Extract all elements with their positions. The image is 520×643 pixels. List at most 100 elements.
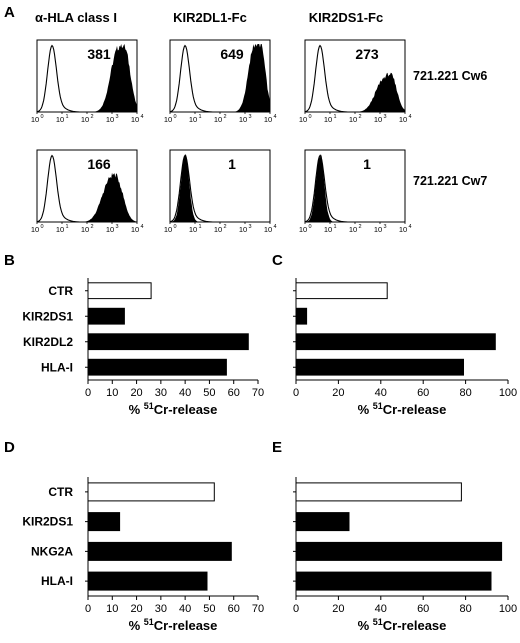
- category-label: NKG2A: [31, 544, 73, 558]
- decade-label: 10: [31, 225, 39, 234]
- stained-histogram: [37, 172, 137, 222]
- bar-nkg2a: [87, 541, 232, 561]
- row-label-cw6: 721.221 Cw6: [413, 69, 487, 83]
- decade-exponent: 1: [199, 224, 202, 230]
- stained-histogram: [170, 154, 270, 222]
- x-tick-label: 20: [130, 603, 142, 615]
- bar-ctr: [87, 482, 215, 502]
- decade-exponent: 3: [116, 114, 119, 120]
- decade-label: 10: [264, 225, 272, 234]
- x-tick-label: 100: [499, 603, 517, 615]
- decade-exponent: 0: [174, 114, 177, 120]
- bar-hla-i: [295, 358, 464, 376]
- decade-exponent: 0: [174, 224, 177, 230]
- decade-exponent: 2: [91, 114, 94, 120]
- category-label: CTR: [48, 485, 73, 499]
- x-tick-label: 50: [203, 387, 215, 399]
- panel-letter-c: C: [272, 252, 283, 269]
- bar-hla-i: [87, 358, 227, 376]
- panel-a: A α-HLA class I KIR2DL1-Fc KIR2DS1-Fc 72…: [4, 4, 487, 234]
- x-tick-label: 50: [203, 603, 215, 615]
- bar-chart-d: CTR KIR2DS1 NKG2A HLA-I 0 10 20 30 40 50 60 70 % 51C…: [22, 477, 264, 633]
- x-tick-label: 0: [85, 603, 91, 615]
- mfi-value: 166: [87, 156, 111, 172]
- decade-label: 10: [214, 225, 222, 234]
- x-axis-label: % 51Cr-release: [358, 617, 447, 633]
- decade-label: 10: [131, 225, 139, 234]
- x-tick-label: 0: [85, 387, 91, 399]
- decade-label: 10: [399, 225, 407, 234]
- x-tick-label: 40: [375, 603, 387, 615]
- bar-kir2ds1: [87, 512, 121, 532]
- x-tick-label: 60: [228, 387, 240, 399]
- decade-label: 10: [106, 115, 114, 124]
- category-label: KIR2DL2: [23, 335, 73, 349]
- decade-exponent: 4: [141, 224, 144, 230]
- decade-exponent: 4: [409, 114, 412, 120]
- decade-label: 10: [131, 115, 139, 124]
- bar-ctr: [295, 282, 388, 300]
- decade-exponent: 3: [384, 224, 387, 230]
- stained-histogram: [305, 72, 405, 112]
- x-axis-label: % 51Cr-release: [358, 401, 447, 417]
- decade-label: 10: [349, 225, 357, 234]
- x-tick-label: 30: [155, 603, 167, 615]
- decade-label: 10: [299, 115, 307, 124]
- x-tick-label: 70: [252, 603, 264, 615]
- category-label: KIR2DS1: [22, 309, 73, 323]
- decade-label: 10: [214, 115, 222, 124]
- decade-exponent: 1: [334, 114, 337, 120]
- mfi-value: 273: [355, 46, 379, 62]
- row-label-cw7: 721.221 Cw7: [413, 174, 487, 188]
- decade-label: 10: [56, 225, 64, 234]
- column-header-hla: α-HLA class I: [35, 10, 117, 25]
- decade-exponent: 3: [249, 224, 252, 230]
- bar-kir2ds1: [87, 307, 125, 325]
- histogram-r2-c3: 110 0 10 1 10 2 10 3 10 4: [299, 149, 412, 234]
- decade-label: 10: [399, 115, 407, 124]
- decade-label: 10: [81, 225, 89, 234]
- mfi-value: 381: [87, 46, 111, 62]
- decade-label: 10: [264, 115, 272, 124]
- histogram-r2-c2: 110 0 10 1 10 2 10 3 10 4: [164, 149, 277, 234]
- x-tick-label: 80: [459, 603, 471, 615]
- decade-exponent: 4: [274, 224, 277, 230]
- x-axis-label: % 51Cr-release: [129, 617, 218, 633]
- x-tick-label: 80: [459, 387, 471, 399]
- decade-exponent: 1: [334, 224, 337, 230]
- decade-label: 10: [324, 225, 332, 234]
- category-label: HLA-I: [41, 360, 73, 374]
- category-label: CTR: [48, 284, 73, 298]
- decade-exponent: 2: [91, 224, 94, 230]
- bar-kir2dl2: [295, 333, 496, 351]
- x-tick-label: 70: [252, 387, 264, 399]
- bar-chart-e: 0 20 40 60 80 100 % 51Cr-release: [293, 477, 517, 633]
- decade-label: 10: [324, 115, 332, 124]
- x-tick-label: 20: [332, 387, 344, 399]
- column-header-kir2dl1: KIR2DL1-Fc: [173, 10, 247, 25]
- decade-label: 10: [299, 225, 307, 234]
- decade-label: 10: [81, 115, 89, 124]
- x-tick-label: 20: [332, 603, 344, 615]
- bar-kir2ds1: [295, 512, 350, 532]
- decade-label: 10: [239, 115, 247, 124]
- mfi-value: 649: [220, 46, 244, 62]
- decade-exponent: 0: [41, 114, 44, 120]
- stained-histogram: [37, 44, 137, 112]
- decade-label: 10: [374, 225, 382, 234]
- decade-label: 10: [106, 225, 114, 234]
- decade-exponent: 2: [359, 224, 362, 230]
- x-tick-label: 60: [417, 387, 429, 399]
- bar-kir2ds1: [295, 307, 308, 325]
- x-tick-label: 30: [155, 387, 167, 399]
- stained-histogram: [305, 154, 405, 222]
- decade-exponent: 2: [224, 224, 227, 230]
- x-tick-label: 20: [130, 387, 142, 399]
- x-tick-label: 40: [179, 387, 191, 399]
- decade-exponent: 4: [141, 114, 144, 120]
- column-header-kir2ds1: KIR2DS1-Fc: [309, 10, 383, 25]
- decade-exponent: 3: [384, 114, 387, 120]
